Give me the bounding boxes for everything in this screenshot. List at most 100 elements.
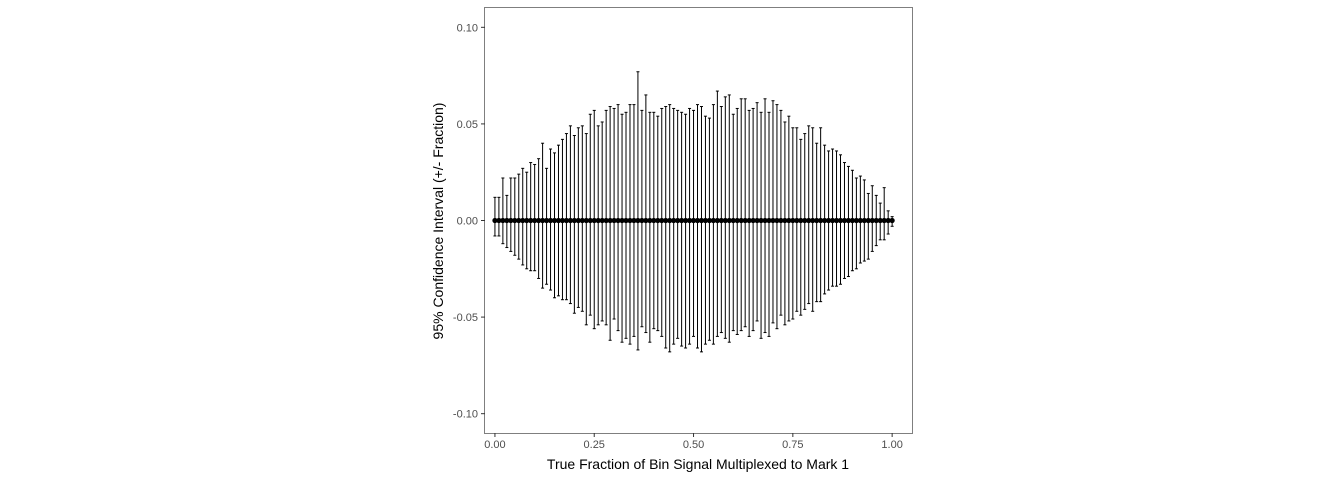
data-point [667,217,673,224]
y-tick-label: 0.00 [457,216,478,228]
data-point [686,217,693,224]
errorbar [624,111,628,339]
x-tick-label: 0.75 [782,439,803,451]
data-point [615,217,621,224]
data-point [877,217,883,224]
errorbar [739,98,743,332]
errorbar [497,196,501,237]
data-point [623,217,629,224]
data-point [563,217,570,224]
data-point [655,217,661,224]
data-point [865,217,871,224]
errorbar [664,106,668,349]
data-point [528,217,534,224]
y-tick-label: -0.10 [453,409,478,421]
errorbar [799,138,803,316]
data-point [567,217,574,224]
data-point [500,217,506,224]
errorbar [616,104,620,332]
data-point [559,217,566,224]
errorbar [553,152,557,299]
errorbar [767,111,771,337]
data-point [770,217,776,224]
data-point [881,217,887,224]
data-point [698,217,705,224]
data-point [758,217,764,224]
data-point [710,217,716,224]
data-point [639,217,645,224]
data-point [853,217,859,224]
data-point [591,217,597,224]
errorbar [648,111,652,343]
errorbar [775,104,779,330]
data-point [766,217,772,224]
errorbar [711,104,715,345]
data-point [675,217,681,224]
data-point [718,217,724,224]
data-point [790,217,796,224]
data-point [786,217,792,224]
data-point [822,217,828,224]
errorbar [668,104,672,353]
data-point [579,217,585,224]
errorbar [564,133,568,301]
errorbar [688,107,692,345]
data-point [524,217,530,224]
errorbar [743,98,747,328]
errorbar [608,106,612,341]
errorbar [882,187,886,241]
data-point [647,217,653,224]
errorbar [819,127,823,303]
data-point [814,217,820,224]
errorbar [596,125,600,326]
data-point [643,217,649,224]
data-point [496,217,502,224]
data-point [603,217,609,224]
data-point [837,217,844,224]
data-point [679,217,685,224]
data-point [806,217,812,224]
data-point [742,217,748,224]
data-point [516,217,522,224]
x-axis: 0.00 0.25 0.50 0.75 1.00 [484,433,903,451]
data-point [663,217,669,224]
data-point [551,217,558,224]
data-point [889,217,895,224]
data-point [802,217,808,224]
errorbar [628,104,632,345]
errorbar [684,113,688,349]
data-point [508,217,514,224]
x-tick-label: 0.25 [584,439,605,451]
errorbar [807,125,811,305]
errorbar [791,127,795,320]
data-point [690,217,697,224]
x-tick-label: 0.50 [683,439,704,451]
errorbar [541,142,545,289]
data-point [818,217,824,224]
data-point [512,217,518,224]
errorbar [644,94,648,334]
y-axis: -0.10 -0.05 0.00 0.05 0.10 [453,22,485,421]
data-point [714,217,720,224]
errorbar [831,148,835,287]
data-point [547,217,554,224]
data-point [492,217,498,224]
data-point [746,217,752,224]
data-point [762,217,768,224]
data-point [635,217,641,224]
data-point [599,217,605,224]
data-point [555,217,562,224]
errorbar [692,109,696,337]
data-point [722,217,728,224]
errorbar [703,115,707,345]
data-point [607,217,613,224]
data-point [619,217,625,224]
y-tick-label: 0.05 [457,119,478,131]
data-point [682,217,689,224]
errorbar [759,111,763,339]
data-point [543,217,550,224]
data-point [583,217,589,224]
y-axis-title: 95% Confidence Interval (+/- Fraction) [430,103,446,340]
errorbar [568,125,572,305]
